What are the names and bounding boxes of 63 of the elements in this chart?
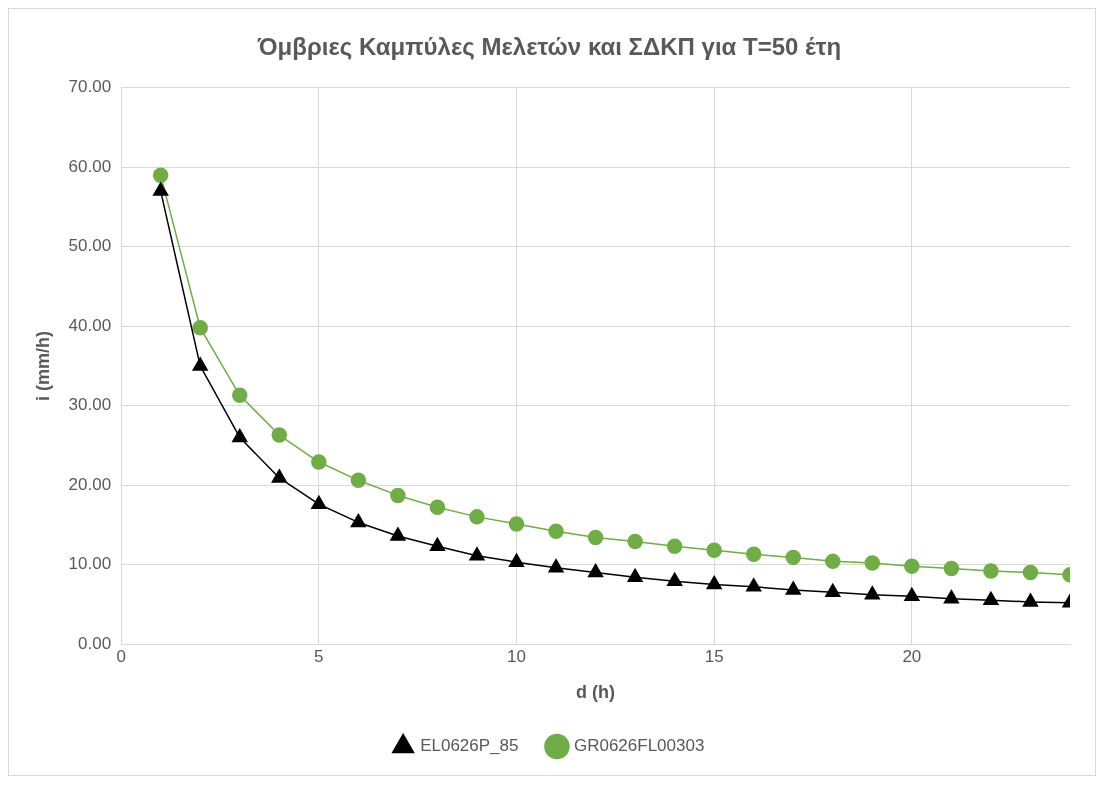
x-tick-label: 15 bbox=[704, 646, 724, 666]
x-tick-label: 20 bbox=[902, 646, 922, 666]
point bbox=[192, 320, 208, 336]
point bbox=[232, 428, 248, 443]
point bbox=[232, 387, 248, 404]
point bbox=[390, 487, 406, 504]
y-tick-label: 30.00 bbox=[68, 395, 112, 415]
legend-label: EL0626P_85 bbox=[420, 736, 519, 756]
y-axis-title: i (mm/h) bbox=[32, 330, 53, 401]
y-tick-label: 70.00 bbox=[68, 77, 112, 97]
y-tick-label: 50.00 bbox=[68, 236, 112, 256]
point bbox=[429, 499, 446, 516]
point bbox=[548, 558, 564, 573]
point bbox=[271, 427, 288, 443]
x-tick-label: 5 bbox=[314, 646, 324, 666]
point bbox=[745, 546, 762, 562]
point bbox=[311, 495, 327, 509]
point bbox=[508, 516, 525, 532]
point bbox=[350, 472, 367, 489]
point bbox=[706, 575, 722, 590]
y-tick-label: 60.00 bbox=[68, 156, 112, 176]
x-axis-title: d (h) bbox=[576, 682, 616, 703]
point bbox=[983, 563, 999, 579]
point bbox=[785, 549, 801, 566]
point bbox=[943, 560, 960, 577]
point bbox=[706, 542, 722, 558]
legend-label: GR0626FL00303 bbox=[573, 736, 705, 756]
y-tick-label: 20.00 bbox=[68, 474, 112, 494]
point bbox=[469, 509, 485, 525]
point bbox=[548, 523, 564, 539]
point bbox=[1022, 564, 1039, 581]
point bbox=[825, 553, 841, 570]
point bbox=[192, 357, 208, 371]
point bbox=[429, 537, 446, 552]
point bbox=[1022, 593, 1039, 607]
point bbox=[666, 538, 683, 555]
point bbox=[587, 529, 604, 546]
point bbox=[666, 572, 683, 586]
x-tick-label: 0 bbox=[116, 646, 126, 666]
point bbox=[311, 454, 327, 470]
point bbox=[587, 563, 604, 578]
point bbox=[983, 591, 999, 606]
point bbox=[508, 553, 525, 567]
point bbox=[904, 587, 920, 602]
point bbox=[627, 533, 643, 550]
point bbox=[350, 513, 367, 528]
point bbox=[904, 558, 920, 574]
point bbox=[627, 568, 643, 583]
point bbox=[271, 469, 287, 483]
point bbox=[864, 585, 880, 600]
y-tick-label: 0.00 bbox=[78, 633, 112, 653]
x-tick-label: 10 bbox=[507, 646, 526, 666]
chart-title: Όμβριες Καμπύλες Μελετών και ΣΔΚΠ για T=50 έτη bbox=[256, 33, 842, 61]
point bbox=[943, 589, 960, 604]
point bbox=[825, 583, 841, 598]
point bbox=[864, 555, 881, 571]
y-tick-label: 10.00 bbox=[68, 554, 112, 574]
y-tick-label: 40.00 bbox=[68, 315, 112, 335]
point bbox=[469, 547, 485, 561]
point bbox=[152, 167, 169, 183]
point bbox=[746, 578, 762, 592]
point bbox=[785, 581, 801, 595]
point bbox=[390, 527, 406, 541]
